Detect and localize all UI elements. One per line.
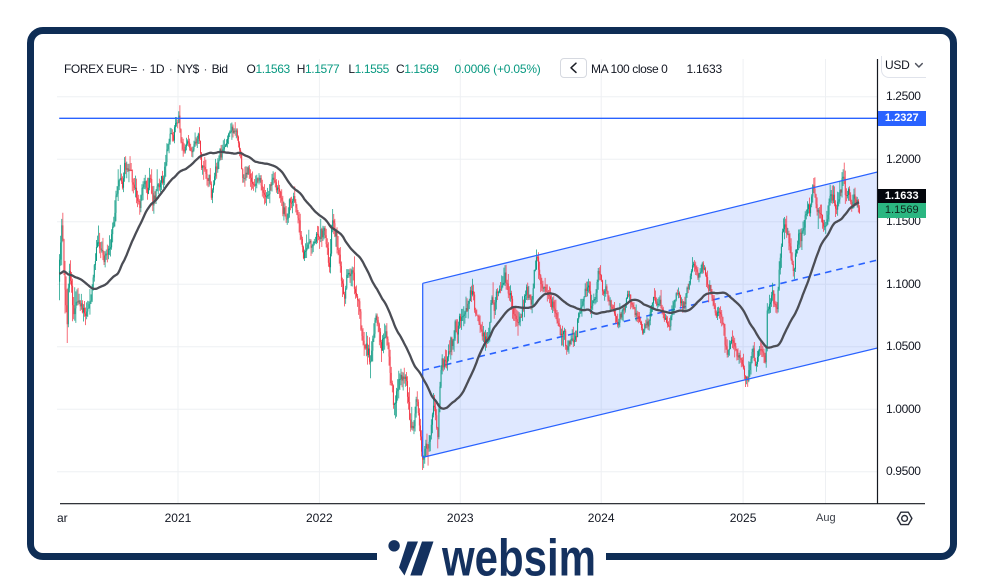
- svg-text:websim: websim: [441, 532, 596, 582]
